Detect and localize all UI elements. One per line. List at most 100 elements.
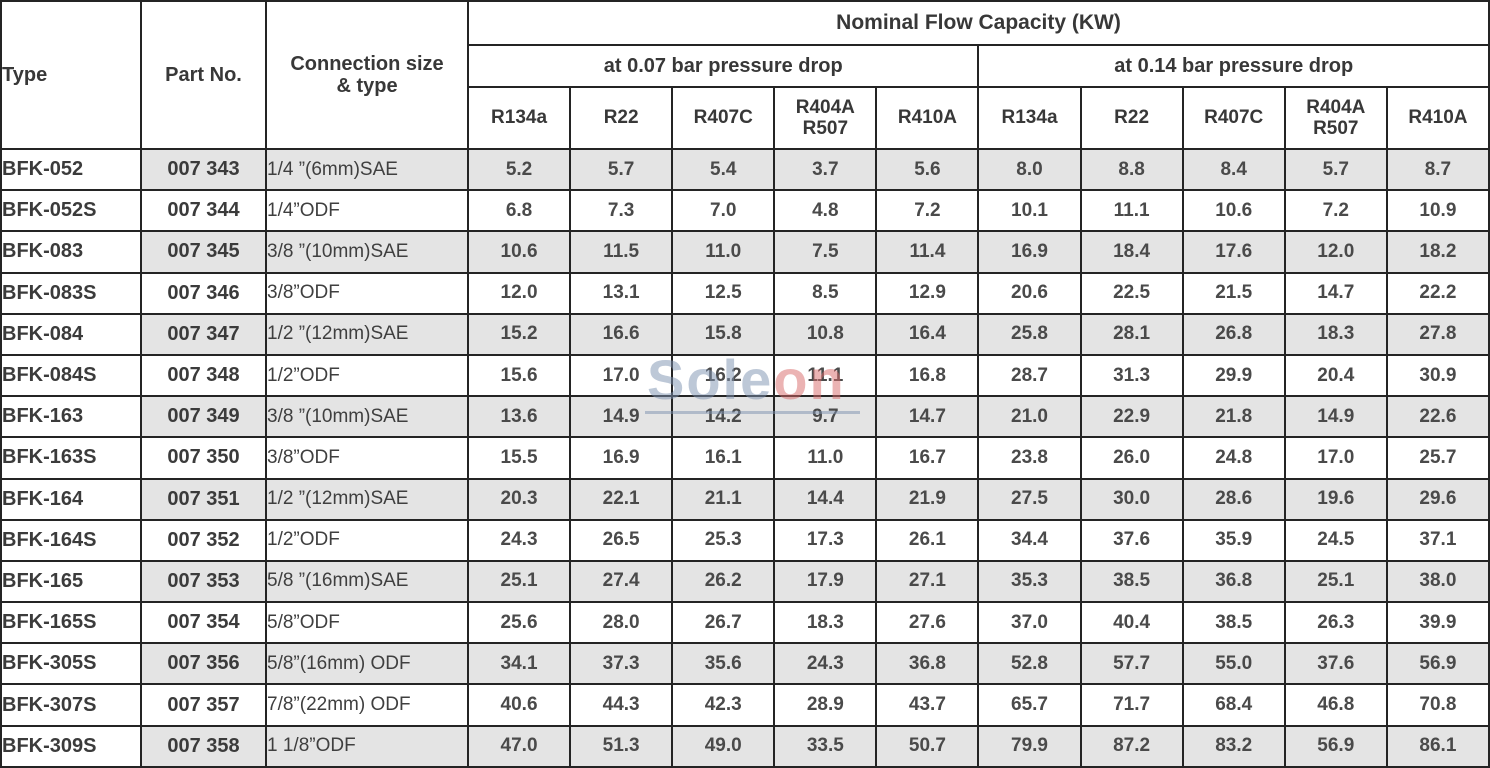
capacity-cell: 24.8 [1181, 436, 1286, 480]
capacity-cell: 5.2 [466, 147, 572, 192]
col-header-refrigerant-r410a: R410A [1385, 86, 1490, 150]
table-row: BFK-164S 007 352 1/2”ODF 24.3 26.5 25.3 17.3 26… [0, 518, 1490, 562]
table-row: BFK-307S 007 357 7/8”(22mm) ODF 40.6 44.3 42.… [0, 683, 1490, 727]
capacity-cell: 8.5 [773, 271, 878, 315]
col-header-pressure-007: at 0.07 bar pressure drop [466, 44, 980, 88]
part-no-cell: 007 345 [140, 230, 267, 274]
table-row: BFK-052S 007 344 1/4”ODF 6.8 7.3 7.0 4.8 7.2 10.… [0, 189, 1490, 233]
capacity-cell: 21.9 [875, 477, 980, 521]
capacity-cell: 34.1 [466, 642, 572, 686]
part-no-cell: 007 353 [140, 559, 267, 604]
capacity-cell: 11.5 [569, 230, 674, 274]
table-row: BFK-165 007 353 5/8 ”(16mm)SAE 25.1 27.4 26.2… [0, 559, 1490, 604]
capacity-cell: 6.8 [466, 189, 572, 233]
capacity-cell: 34.4 [977, 518, 1082, 562]
capacity-cell: 16.4 [875, 312, 980, 356]
capacity-cell: 26.8 [1181, 312, 1286, 356]
capacity-cell: 21.0 [977, 395, 1082, 439]
capacity-cell: 9.7 [773, 395, 878, 439]
col-header-refrigerant-r407c: R407C [1181, 86, 1286, 150]
capacity-cell: 12.0 [466, 271, 572, 315]
connection-cell: 1/2 ”(12mm)SAE [265, 477, 469, 521]
connection-cell: 1/4 ”(6mm)SAE [265, 147, 469, 192]
capacity-cell: 24.3 [773, 642, 878, 686]
capacity-cell: 13.1 [569, 271, 674, 315]
capacity-cell: 20.6 [977, 271, 1082, 315]
part-no-cell: 007 350 [140, 436, 267, 480]
capacity-cell: 35.3 [977, 559, 1082, 604]
capacity-cell: 7.5 [773, 230, 878, 274]
part-no-cell: 007 343 [140, 147, 267, 192]
part-no-cell: 007 349 [140, 395, 267, 439]
capacity-cell: 10.9 [1385, 189, 1490, 233]
capacity-cell: 50.7 [875, 724, 980, 768]
type-cell: BFK-052S [0, 189, 142, 233]
capacity-cell: 28.6 [1181, 477, 1286, 521]
capacity-cell: 37.1 [1385, 518, 1490, 562]
type-cell: BFK-163S [0, 436, 142, 480]
capacity-cell: 16.8 [875, 353, 980, 398]
capacity-cell: 37.0 [977, 601, 1082, 645]
connection-cell: 1/2”ODF [265, 353, 469, 398]
capacity-cell: 5.6 [875, 147, 980, 192]
table-row: BFK-309S 007 358 1 1/8”ODF 47.0 51.3 49.0 33.5… [0, 724, 1490, 768]
capacity-cell: 17.3 [773, 518, 878, 562]
capacity-cell: 24.3 [466, 518, 572, 562]
capacity-cell: 86.1 [1385, 724, 1490, 768]
capacity-cell: 13.6 [466, 395, 572, 439]
capacity-cell: 3.7 [773, 147, 878, 192]
capacity-cell: 20.4 [1283, 353, 1388, 398]
connection-cell: 3/8 ”(10mm)SAE [265, 230, 469, 274]
col-header-connection: Connection size & type [265, 0, 469, 150]
capacity-cell: 26.0 [1079, 436, 1184, 480]
capacity-cell: 47.0 [466, 724, 572, 768]
part-no-cell: 007 352 [140, 518, 267, 562]
part-no-cell: 007 348 [140, 353, 267, 398]
type-cell: BFK-165 [0, 559, 142, 604]
part-no-cell: 007 357 [140, 683, 267, 727]
part-no-cell: 007 356 [140, 642, 267, 686]
capacity-cell: 79.9 [977, 724, 1082, 768]
capacity-cell: 18.2 [1385, 230, 1490, 274]
col-header-refrigerant-r22: R22 [1079, 86, 1184, 150]
col-header-refrigerant-r410a: R410A [875, 86, 980, 150]
type-cell: BFK-084 [0, 312, 142, 356]
capacity-cell: 14.7 [1283, 271, 1388, 315]
capacity-cell: 16.9 [977, 230, 1082, 274]
capacity-cell: 16.9 [569, 436, 674, 480]
capacity-cell: 17.6 [1181, 230, 1286, 274]
capacity-cell: 25.1 [1283, 559, 1388, 604]
capacity-cell: 8.0 [977, 147, 1082, 192]
capacity-cell: 30.0 [1079, 477, 1184, 521]
capacity-cell: 16.1 [671, 436, 776, 480]
capacity-cell: 35.9 [1181, 518, 1286, 562]
capacity-cell: 10.1 [977, 189, 1082, 233]
col-header-capacity-group: Nominal Flow Capacity (KW) [467, 0, 1490, 46]
capacity-cell: 35.6 [671, 642, 776, 686]
capacity-cell: 8.8 [1079, 147, 1184, 192]
capacity-cell: 14.7 [875, 395, 980, 439]
connection-cell: 1/2 ”(12mm)SAE [265, 312, 469, 356]
capacity-cell: 38.0 [1385, 559, 1490, 604]
header-row-refrigerants: R134a R22 R407C R404A R507 R410A R134a R… [1, 86, 1490, 150]
capacity-cell: 12.0 [1283, 230, 1388, 274]
col-header-refrigerant-r134a: R134a [466, 86, 572, 150]
capacity-cell: 26.2 [671, 559, 776, 604]
capacity-cell: 8.7 [1385, 147, 1490, 192]
capacity-cell: 11.1 [773, 353, 878, 398]
capacity-cell: 18.4 [1079, 230, 1184, 274]
capacity-cell: 70.8 [1385, 683, 1490, 727]
col-header-pressure-014: at 0.14 bar pressure drop [977, 44, 1490, 88]
capacity-cell: 26.1 [875, 518, 980, 562]
capacity-cell: 17.0 [569, 353, 674, 398]
capacity-cell: 5.7 [1283, 147, 1388, 192]
capacity-cell: 51.3 [569, 724, 674, 768]
header-row-pressure: at 0.07 bar pressure drop at 0.14 bar pr… [1, 44, 1490, 88]
capacity-cell: 7.3 [569, 189, 674, 233]
capacity-cell: 25.3 [671, 518, 776, 562]
col-header-part-no: Part No. [140, 0, 267, 150]
header-row-main: Type Part No. Connection size & type Nom… [0, 0, 1490, 150]
capacity-cell: 7.2 [875, 189, 980, 233]
col-header-refrigerant-r134a: R134a [977, 86, 1082, 150]
